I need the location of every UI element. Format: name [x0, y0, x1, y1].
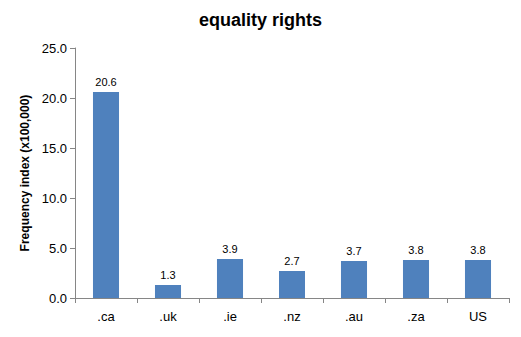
svg-text:10.0: 10.0: [42, 191, 67, 206]
svg-text:3.8: 3.8: [470, 244, 485, 256]
svg-text:.uk: .uk: [159, 309, 177, 324]
svg-text:.nz: .nz: [283, 309, 300, 324]
svg-text:25.0: 25.0: [42, 41, 67, 56]
svg-text:3.9: 3.9: [222, 243, 237, 255]
svg-text:1.3: 1.3: [160, 269, 175, 281]
svg-text:2.7: 2.7: [284, 255, 299, 267]
svg-text:3.7: 3.7: [346, 245, 361, 257]
svg-text:.za: .za: [407, 309, 425, 324]
svg-text:20.0: 20.0: [42, 91, 67, 106]
svg-text:15.0: 15.0: [42, 141, 67, 156]
svg-text:20.6: 20.6: [95, 76, 116, 88]
svg-text:.ie: .ie: [223, 309, 237, 324]
svg-text:.au: .au: [345, 309, 363, 324]
svg-text:0.0: 0.0: [49, 291, 67, 306]
svg-text:US: US: [469, 309, 487, 324]
svg-text:equality rights: equality rights: [199, 10, 322, 30]
svg-text:Frequency index (x100,000): Frequency index (x100,000): [18, 95, 32, 252]
svg-text:3.8: 3.8: [408, 244, 423, 256]
svg-text:.ca: .ca: [97, 309, 115, 324]
svg-text:5.0: 5.0: [49, 241, 67, 256]
